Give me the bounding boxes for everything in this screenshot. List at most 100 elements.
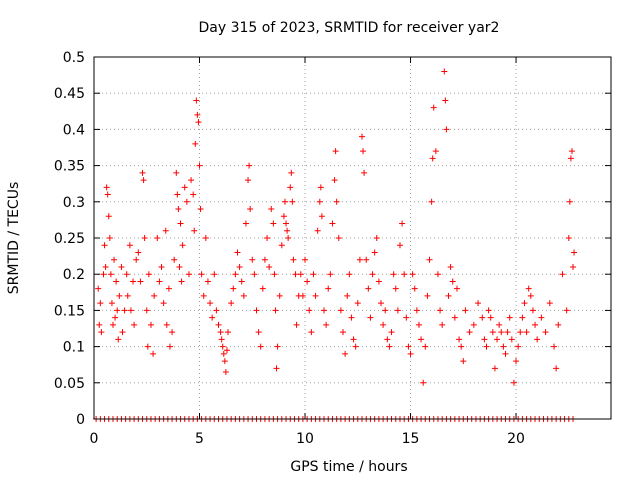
data-point xyxy=(410,271,416,277)
data-point xyxy=(144,307,150,313)
data-point xyxy=(184,199,190,205)
data-point xyxy=(166,286,172,292)
data-point xyxy=(360,148,366,154)
data-point xyxy=(486,307,492,313)
data-point xyxy=(452,315,458,321)
data-point xyxy=(192,141,198,147)
data-point xyxy=(178,221,184,227)
data-point xyxy=(424,293,430,299)
data-point xyxy=(179,278,185,284)
data-point xyxy=(496,322,502,328)
data-point xyxy=(538,315,544,321)
data-point xyxy=(566,235,572,241)
data-point xyxy=(446,293,452,299)
data-point xyxy=(107,235,113,241)
data-point xyxy=(532,322,538,328)
data-point xyxy=(389,329,395,335)
data-point xyxy=(442,97,448,103)
data-point xyxy=(534,336,540,342)
data-point xyxy=(239,278,245,284)
y-tick-label: 0.15 xyxy=(54,303,85,319)
y-tick-label: 0.2 xyxy=(63,267,85,283)
data-point xyxy=(488,315,494,321)
data-point xyxy=(431,105,437,111)
data-point xyxy=(521,300,527,306)
data-point xyxy=(112,315,118,321)
data-point xyxy=(571,249,577,255)
data-point xyxy=(151,293,157,299)
data-point xyxy=(494,336,500,342)
data-point xyxy=(163,228,169,234)
data-point xyxy=(275,344,281,350)
data-point xyxy=(443,126,449,132)
data-point xyxy=(176,264,182,270)
y-tick-label: 0.25 xyxy=(54,231,85,247)
data-point xyxy=(515,344,521,350)
data-point xyxy=(564,307,570,313)
data-point xyxy=(481,336,487,342)
data-point xyxy=(365,286,371,292)
data-point xyxy=(207,300,213,306)
data-point xyxy=(169,329,175,335)
y-tick-label: 0.5 xyxy=(63,50,85,66)
y-tick-label: 0.3 xyxy=(63,195,85,211)
data-point xyxy=(146,271,152,277)
data-point xyxy=(429,199,435,205)
x-tick-label: 10 xyxy=(296,431,314,447)
data-point xyxy=(260,286,266,292)
x-tick-label: 0 xyxy=(90,431,99,447)
data-point xyxy=(333,148,339,154)
data-point xyxy=(116,293,122,299)
data-point xyxy=(490,329,496,335)
data-point xyxy=(201,293,207,299)
data-point xyxy=(119,329,125,335)
data-point xyxy=(355,300,361,306)
data-point xyxy=(313,293,319,299)
y-tick-label: 0.45 xyxy=(54,86,85,102)
data-point xyxy=(374,235,380,241)
data-point xyxy=(122,307,128,313)
data-point xyxy=(100,271,106,277)
data-point xyxy=(310,271,316,277)
data-point xyxy=(188,177,194,183)
data-point xyxy=(182,184,188,190)
data-point xyxy=(359,134,365,140)
data-point xyxy=(110,322,116,328)
data-point xyxy=(264,235,270,241)
data-point xyxy=(321,307,327,313)
data-point xyxy=(220,344,226,350)
data-point xyxy=(180,242,186,248)
data-point xyxy=(405,344,411,350)
data-point xyxy=(460,358,466,364)
data-point xyxy=(243,221,249,227)
data-point xyxy=(105,192,111,198)
data-point xyxy=(507,315,513,321)
y-tick-label: 0.05 xyxy=(54,376,85,392)
data-point xyxy=(213,307,219,313)
data-point xyxy=(338,307,344,313)
data-point xyxy=(302,257,308,263)
data-point xyxy=(108,271,114,277)
data-point xyxy=(103,264,109,270)
data-point xyxy=(422,344,428,350)
data-point xyxy=(427,257,433,263)
data-point xyxy=(378,300,384,306)
data-point xyxy=(174,192,180,198)
data-point xyxy=(140,170,146,176)
data-point xyxy=(228,300,234,306)
data-point xyxy=(95,286,101,292)
scatter-chart: Day 315 of 2023, SRMTID for receiver yar… xyxy=(0,0,640,480)
data-point xyxy=(567,199,573,205)
data-point xyxy=(288,170,294,176)
data-point xyxy=(348,315,354,321)
data-point xyxy=(308,329,314,335)
data-point xyxy=(175,206,181,212)
data-point xyxy=(218,329,224,335)
data-point xyxy=(133,257,139,263)
data-point xyxy=(164,322,170,328)
data-point xyxy=(530,307,536,313)
data-point xyxy=(142,235,148,241)
data-point xyxy=(467,329,473,335)
data-point xyxy=(524,329,530,335)
data-point xyxy=(191,228,197,234)
